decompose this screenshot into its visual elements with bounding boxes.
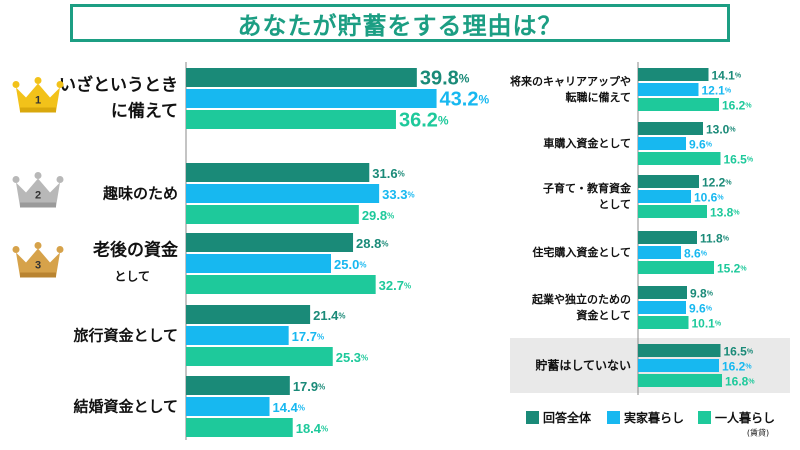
data-label-family: 33.3% [382, 187, 414, 202]
bar-total [638, 122, 703, 135]
category-label: 車購入資金として [543, 136, 631, 150]
data-label-total: 31.6% [372, 166, 404, 181]
bar-family [186, 326, 289, 345]
title-banner: あなたが貯蓄をする理由は？ [70, 4, 730, 42]
category-label: いざというとき [59, 75, 178, 96]
data-label-alone: 36.2% [399, 110, 449, 132]
category-label: に備えて [111, 101, 178, 122]
svg-text:2: 2 [35, 190, 41, 202]
category-label: として [598, 198, 631, 211]
rank-3-crown-icon: 3 [12, 242, 64, 278]
data-label-total: 13.0% [706, 123, 736, 137]
category-label: 転職に備えて [566, 90, 631, 104]
bar-family [638, 246, 681, 259]
data-label-alone: 32.7% [379, 278, 411, 293]
data-label-alone: 25.3% [336, 350, 368, 365]
category-label: 旅行資金として [73, 327, 178, 345]
legend-swatch-family [607, 411, 620, 424]
bar-family [186, 89, 437, 108]
bar-alone [638, 205, 707, 218]
bar-total [186, 163, 370, 182]
bar-total [186, 68, 417, 87]
legend-note: (賃貸) [747, 428, 769, 438]
bar-family [638, 190, 691, 203]
category-label: 貯蓄はしていない [535, 358, 631, 373]
data-label-total: 28.8% [356, 236, 388, 251]
legend-swatch-total [526, 411, 539, 424]
legend-label-family: 実家暮らし [624, 410, 684, 425]
category-label: 起業や独立のための [531, 292, 631, 306]
data-label-family: 25.0% [334, 257, 366, 272]
data-label-total: 16.5% [724, 345, 754, 359]
bar-family [638, 301, 686, 314]
data-label-total: 12.2% [702, 176, 732, 190]
bar-total [638, 68, 709, 81]
category-label: 将来のキャリアアップや [510, 74, 631, 88]
category-label: 子育て・教育資金 [543, 181, 632, 195]
data-label-alone: 29.8% [362, 208, 394, 223]
bar-alone [186, 347, 333, 366]
data-label-total: 21.4% [313, 308, 345, 323]
bar-total [186, 376, 290, 395]
data-label-family: 12.1% [702, 84, 732, 98]
bar-alone [638, 374, 722, 387]
data-label-alone: 18.4% [296, 421, 328, 436]
data-label-family: 9.6% [689, 138, 713, 152]
bar-family [186, 184, 380, 203]
data-label-total: 39.8% [420, 68, 470, 90]
bar-total [638, 175, 699, 188]
data-label-alone: 16.5% [724, 153, 754, 167]
bar-family [638, 137, 686, 150]
rank-1-crown-icon: 1 [12, 77, 64, 113]
legend-label-total: 回答全体 [543, 410, 592, 425]
bar-alone [638, 152, 721, 165]
bar-alone [186, 275, 376, 294]
data-label-alone: 16.8% [725, 375, 755, 389]
data-label-alone: 15.2% [717, 262, 747, 276]
bar-alone [638, 98, 719, 111]
bar-total [638, 344, 721, 357]
bar-family [638, 83, 699, 96]
category-label: として [114, 270, 150, 284]
category-label: 資金として [576, 308, 631, 322]
data-label-family: 14.4% [273, 400, 305, 415]
bar-alone [186, 205, 359, 224]
bar-family [186, 397, 270, 416]
data-label-alone: 13.8% [710, 206, 740, 220]
data-label-total: 11.8% [700, 232, 730, 246]
bar-family [186, 254, 331, 273]
bar-total [638, 286, 687, 299]
legend-label-alone: 一人暮らし [715, 410, 775, 425]
bar-family [638, 359, 719, 372]
bar-alone [638, 261, 714, 274]
data-label-alone: 16.2% [722, 99, 752, 113]
legend-swatch-alone [698, 411, 711, 424]
data-label-family: 17.7% [292, 329, 324, 344]
bar-alone [186, 418, 293, 437]
bar-alone [638, 316, 689, 329]
chart-title: あなたが貯蓄をする理由は？ [237, 11, 563, 40]
category-label: 結婚資金として [73, 398, 178, 416]
bar-alone [186, 110, 396, 129]
data-label-family: 8.6% [684, 247, 708, 261]
data-label-family: 16.2% [722, 360, 752, 374]
data-label-family: 10.6% [694, 191, 724, 205]
svg-text:1: 1 [35, 95, 41, 107]
data-label-alone: 10.1% [692, 317, 722, 331]
data-label-family: 9.6% [689, 302, 713, 316]
svg-text:3: 3 [35, 260, 41, 272]
rank-2-crown-icon: 2 [12, 172, 64, 208]
data-label-total: 14.1% [712, 69, 742, 83]
data-label-total: 17.9% [293, 379, 325, 394]
bar-total [186, 233, 354, 252]
data-label-total: 9.8% [690, 287, 714, 301]
bar-total [186, 305, 311, 324]
category-label: 住宅購入資金として [532, 245, 631, 259]
bar-total [638, 231, 697, 244]
category-label: 趣味のため [102, 185, 178, 203]
category-label: 老後の資金 [92, 240, 179, 261]
data-label-family: 43.2% [440, 89, 490, 111]
